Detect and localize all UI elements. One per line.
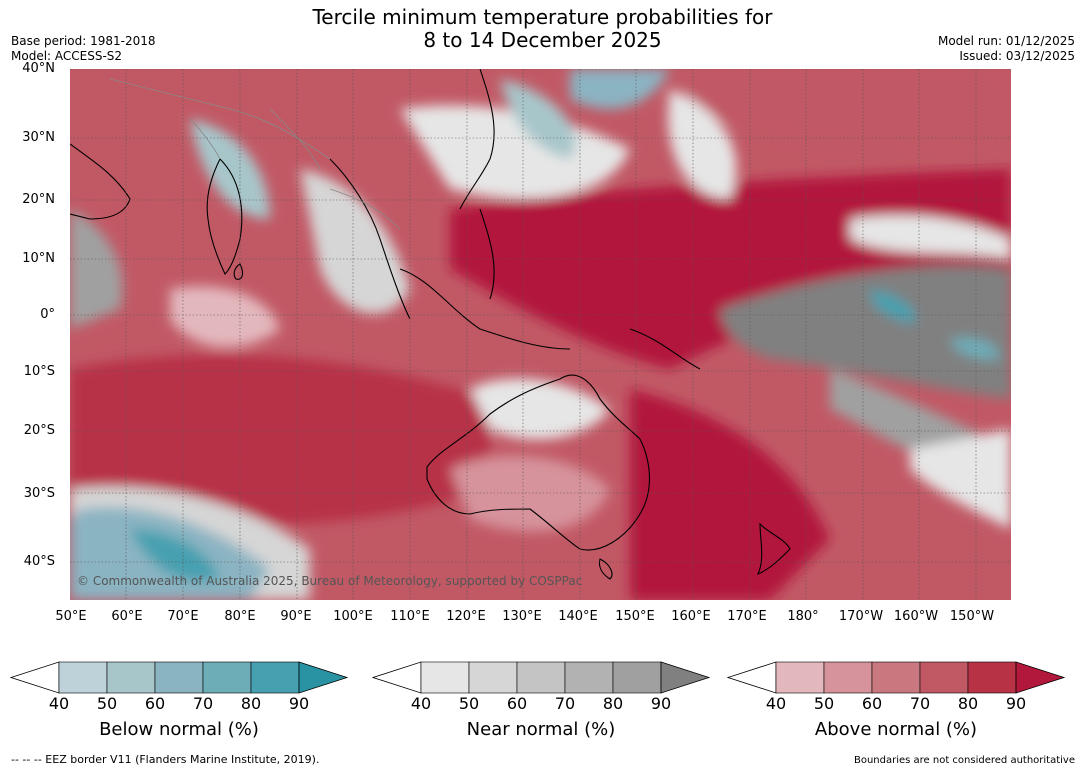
lat-label: 40°N [22,61,55,76]
chart-title-line2: 8 to 14 December 2025 [423,28,662,52]
colorbar-tick: 40 [765,694,787,713]
colorbar-segment [58,661,108,694]
lon-label: 80°E [224,609,256,624]
lon-label: 100°E [333,609,373,624]
colorbar-tick: 70 [192,694,214,713]
lon-label: 110°E [390,609,430,624]
coastlines [70,69,791,580]
copyright-notice: © Commonwealth of Australia 2025, Bureau… [77,574,583,588]
model-name: Model: ACCESS-S2 [11,49,123,63]
colorbar-segment [420,661,470,694]
colorbar-segment [564,661,614,694]
lat-label: 10°N [22,251,55,266]
boundaries-note: Boundaries are not considered authoritat… [853,755,1075,766]
colorbar-segment [154,661,204,694]
issued-date: Issued: 03/12/2025 [959,49,1075,63]
colorbar-tick: 70 [554,694,576,713]
colorbar-tick: 90 [1005,694,1027,713]
lon-label: 140°E [558,609,598,624]
colorbar-segment [468,661,518,694]
graticule [70,69,1011,600]
colorbar-segment [106,661,156,694]
colorbar-segment [202,661,252,694]
lon-label: 50°E [55,609,87,624]
colorbar-label-above: Above normal (%) [814,719,978,740]
lon-label: 170°W [838,609,884,624]
colorbar-tick: 80 [240,694,262,713]
colorbar-tick: 70 [909,694,931,713]
colorbar-tick: 80 [957,694,979,713]
lon-label: 170°E [727,609,767,624]
colorbar-segment [775,661,825,694]
colorbar-tick: 50 [458,694,480,713]
colorbar-segment [871,661,921,694]
colorbar-label-near: Near normal (%) [466,719,616,740]
lat-label: 30°N [22,130,55,145]
lon-label: 130°E [502,609,542,624]
colorbar-segment [919,661,969,694]
colorbar-tick: 60 [861,694,883,713]
colorbar-segment [823,661,873,694]
colorbar-tick: 40 [48,694,70,713]
colorbar-tick: 90 [650,694,672,713]
colorbar-below-normal [10,661,349,694]
lon-label: 150°W [949,609,995,624]
colorbar-label-below: Below normal (%) [99,719,259,740]
lon-label: 60°E [111,609,143,624]
colorbar-segment [250,661,300,694]
colorbar-tick: 80 [602,694,624,713]
lon-label: 90°E [280,609,312,624]
lat-label: 0° [40,307,55,322]
lat-label: 40°S [23,554,55,569]
colorbar-tick: 90 [288,694,310,713]
model-run: Model run: 01/12/2025 [937,34,1075,48]
colorbar-segment [516,661,566,694]
colorbar-near-normal [372,661,711,694]
colorbar-tick: 60 [506,694,528,713]
lon-label: 150°E [615,609,655,624]
colorbar-tick: 50 [96,694,118,713]
probability-map [70,69,1011,600]
lon-label: 160°W [893,609,939,624]
colorbar-tick: 50 [813,694,835,713]
eez-note: -- -- -- EEZ border V11 (Flanders Marine… [11,753,320,766]
lon-label: 160°E [671,609,711,624]
colorbar-tick: 40 [410,694,432,713]
lat-label: 20°S [23,423,55,438]
chart-title-line1: Tercile minimum temperature probabilitie… [312,5,773,29]
base-period: Base period: 1981-2018 [11,34,156,48]
colorbar-tick: 60 [144,694,166,713]
colorbar-above-normal [727,661,1066,694]
lat-label: 20°N [22,192,55,207]
lon-label: 120°E [446,609,486,624]
colorbar-segment [967,661,1017,694]
colorbar-segment [612,661,662,694]
lon-label: 180° [787,609,819,624]
lon-label: 70°E [167,609,199,624]
lat-label: 10°S [23,364,55,379]
lat-label: 30°S [23,486,55,501]
